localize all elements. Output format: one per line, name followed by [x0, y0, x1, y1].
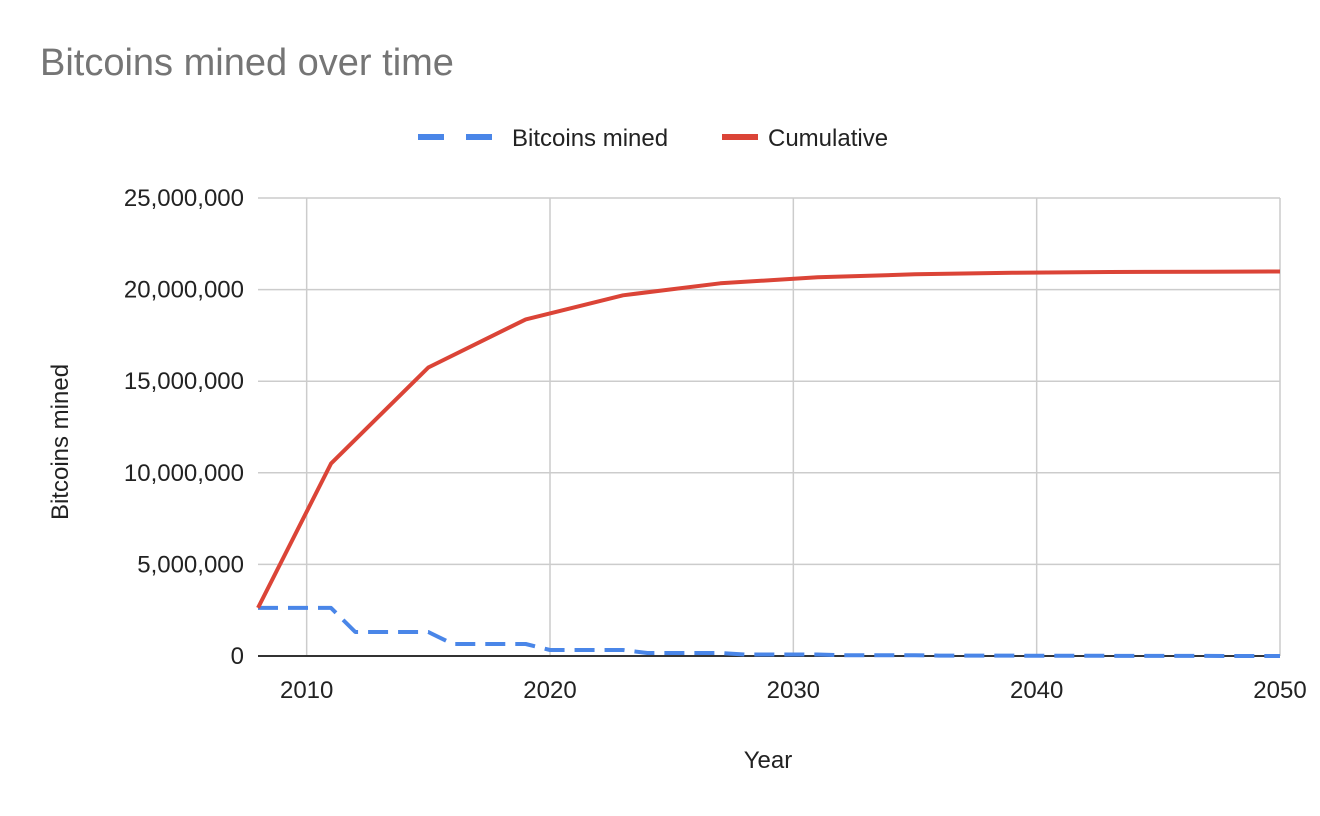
x-tick-label: 2020	[523, 677, 576, 704]
y-axis-label: Bitcoins mined	[47, 364, 74, 520]
series-lines	[256, 269, 1281, 658]
legend-label-cumulative: Cumulative	[768, 125, 888, 152]
grid-lines	[258, 197, 1281, 656]
series-line-cumulative	[256, 269, 1281, 609]
x-axis-label: Year	[744, 747, 793, 774]
x-tick-label: 2040	[1010, 677, 1063, 704]
y-tick-label: 20,000,000	[124, 277, 244, 304]
legend: Bitcoins mined Cumulative	[418, 125, 888, 152]
series-line-bitcoins-mined	[258, 605, 1280, 658]
y-tick-label: 10,000,000	[124, 460, 244, 487]
x-tick-label: 2050	[1253, 677, 1306, 704]
legend-label-bitcoins-mined: Bitcoins mined	[512, 125, 668, 152]
y-tick-label: 15,000,000	[124, 368, 244, 395]
y-tick-label: 0	[231, 643, 244, 670]
x-tick-label: 2010	[280, 677, 333, 704]
x-tick-label: 2030	[767, 677, 820, 704]
y-tick-label: 25,000,000	[124, 185, 244, 212]
chart-title: Bitcoins mined over time	[40, 42, 454, 84]
y-tick-label: 5,000,000	[137, 551, 244, 578]
axes: 0 5,000,000 10,000,000 15,000,000 20,000,000…	[124, 185, 1307, 704]
